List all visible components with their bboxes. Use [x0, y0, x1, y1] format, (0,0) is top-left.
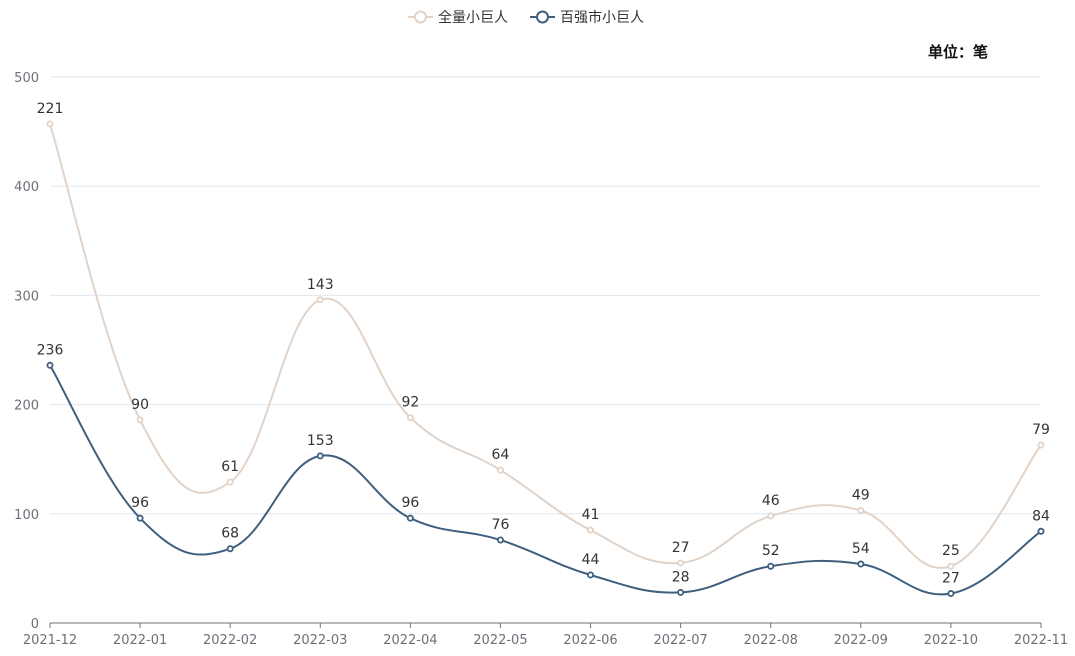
y-tick-label: 400 [14, 180, 39, 195]
data-label: 68 [221, 526, 239, 542]
data-label: 92 [401, 395, 419, 411]
series-line-1 [49, 123, 1042, 570]
data-point [136, 416, 144, 424]
data-point [1037, 527, 1045, 535]
data-point [677, 559, 685, 567]
data-label: 52 [762, 543, 780, 559]
y-tick-label: 200 [14, 399, 39, 414]
x-tick-label: 2022-11 [1014, 633, 1068, 648]
data-label: 49 [852, 488, 870, 504]
data-label: 143 [307, 277, 334, 293]
x-tick-label: 2022-07 [653, 633, 707, 648]
data-point [857, 507, 865, 515]
legend-label: 百强市小巨人 [560, 9, 644, 26]
legend-item-2[interactable]: 百强市小巨人 [530, 9, 644, 26]
data-label: 84 [1032, 508, 1050, 524]
x-tick-label: 2022-06 [563, 633, 617, 648]
x-tick-label: 2021-12 [23, 633, 77, 648]
data-label: 96 [401, 495, 419, 511]
data-point [1037, 441, 1045, 449]
data-point [947, 562, 955, 570]
x-tick-label: 2022-02 [203, 633, 257, 648]
data-label: 90 [131, 397, 149, 413]
x-tick-label: 2022-10 [924, 633, 978, 648]
data-point [496, 466, 504, 474]
data-point [406, 414, 414, 422]
x-tick-label: 2022-09 [834, 633, 888, 648]
x-tick-label: 2022-08 [744, 633, 798, 648]
data-label: 28 [672, 569, 690, 585]
x-axis: 2021-12 2022-01 2022-02 2022-03 2022-04 2022-… [23, 622, 1068, 648]
x-tick-label: 2022-03 [293, 633, 347, 648]
y-tick-label: 100 [14, 508, 39, 523]
x-tick-label: 2022-01 [113, 633, 167, 648]
data-point [587, 571, 595, 579]
data-label: 44 [582, 552, 600, 568]
data-point [46, 361, 54, 369]
data-point [767, 562, 775, 570]
data-label: 153 [307, 433, 334, 449]
data-label: 41 [582, 507, 600, 523]
legend-swatch-marker [414, 10, 427, 24]
data-label: 61 [221, 459, 239, 475]
data-label: 64 [492, 447, 510, 463]
data-point [136, 514, 144, 522]
data-point [677, 588, 685, 596]
data-point [587, 526, 595, 534]
data-label: 27 [942, 571, 960, 587]
data-label: 46 [762, 493, 780, 509]
data-point [406, 514, 414, 522]
data-point [316, 296, 324, 304]
unit-label: 单位：笔 [928, 43, 988, 61]
series-line-2 [49, 364, 1042, 596]
legend-item-1[interactable]: 全量小巨人 [408, 9, 508, 26]
data-point [226, 545, 234, 553]
y-tick-label: 300 [14, 289, 39, 304]
data-point [46, 120, 54, 128]
data-label: 79 [1032, 422, 1050, 438]
data-point [316, 452, 324, 460]
grid-lines [50, 76, 1041, 515]
series-layer [46, 120, 1045, 598]
x-tick-label: 2022-05 [473, 633, 527, 648]
data-point [947, 590, 955, 598]
legend[interactable]: 全量小巨人 百强市小巨人 [408, 9, 644, 26]
legend-label: 全量小巨人 [438, 9, 508, 26]
data-point [496, 536, 504, 544]
data-label: 54 [852, 541, 870, 557]
data-point [226, 478, 234, 486]
data-label: 236 [37, 342, 64, 358]
data-label: 25 [942, 543, 960, 559]
y-tick-label: 0 [31, 617, 39, 632]
data-label: 76 [492, 517, 510, 533]
data-label: 221 [37, 101, 64, 117]
legend-swatch-marker [536, 10, 549, 24]
data-label: 27 [672, 540, 690, 556]
data-labels: 221 90 61 143 92 64 41 27 46 49 25 79 236 96 68 153 96 76… [37, 101, 1050, 587]
data-point [857, 560, 865, 568]
y-tick-label: 500 [14, 71, 39, 86]
data-point [767, 512, 775, 520]
x-tick-label: 2022-04 [383, 633, 437, 648]
y-axis: 0 100 200 300 400 500 [14, 71, 39, 632]
data-label: 96 [131, 495, 149, 511]
